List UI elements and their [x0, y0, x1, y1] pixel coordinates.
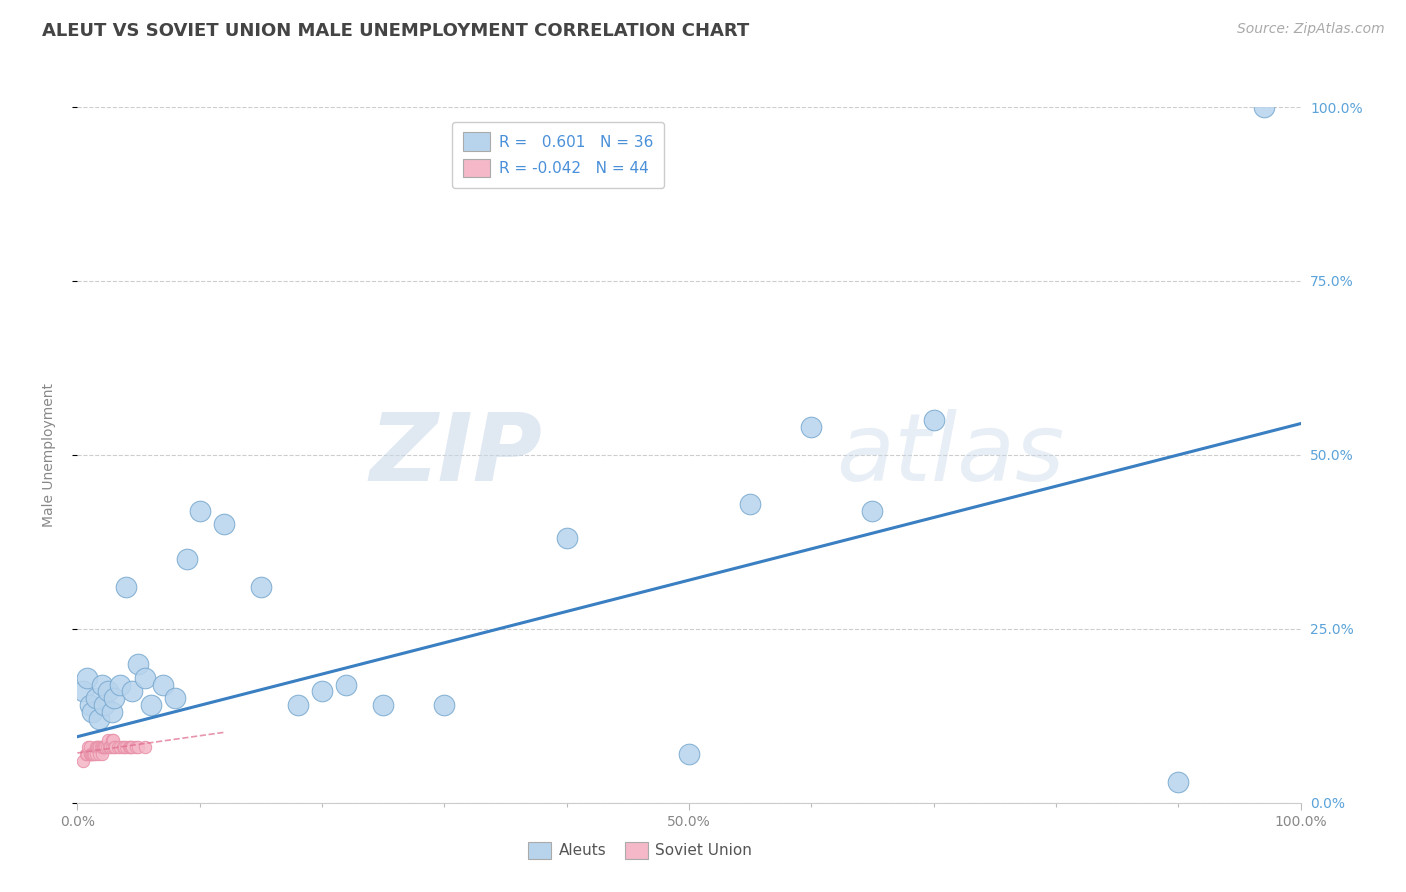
Point — [165, 691, 187, 706]
Point — [1167, 775, 1189, 789]
Point — [80, 747, 103, 761]
Point — [1253, 100, 1275, 114]
Point — [90, 740, 112, 755]
Point — [104, 740, 127, 755]
Point — [800, 420, 823, 434]
Point — [134, 740, 156, 755]
Point — [93, 740, 115, 755]
Point — [287, 698, 309, 713]
Point — [678, 747, 700, 761]
Point — [79, 747, 101, 761]
Point — [79, 698, 101, 713]
Point — [128, 740, 150, 755]
Point — [108, 740, 131, 755]
Point — [94, 740, 117, 755]
Point — [112, 740, 135, 755]
Point — [125, 740, 148, 755]
Point — [107, 740, 129, 755]
Point — [101, 733, 124, 747]
Point — [250, 580, 273, 594]
Point — [80, 706, 103, 720]
Point — [84, 691, 107, 706]
Point — [188, 503, 211, 517]
Point — [77, 740, 100, 755]
Point — [98, 740, 121, 755]
Point — [115, 740, 138, 755]
Point — [83, 747, 105, 761]
Point — [93, 698, 115, 713]
Legend: Aleuts, Soviet Union: Aleuts, Soviet Union — [522, 836, 758, 864]
Point — [98, 740, 121, 755]
Point — [82, 747, 104, 761]
Point — [72, 754, 94, 768]
Text: ALEUT VS SOVIET UNION MALE UNEMPLOYMENT CORRELATION CHART: ALEUT VS SOVIET UNION MALE UNEMPLOYMENT … — [42, 22, 749, 40]
Text: Source: ZipAtlas.com: Source: ZipAtlas.com — [1237, 22, 1385, 37]
Point — [121, 684, 143, 698]
Point — [433, 698, 456, 713]
Point — [111, 740, 134, 755]
Point — [72, 684, 94, 698]
Point — [103, 691, 125, 706]
Point — [80, 747, 103, 761]
Point — [86, 740, 108, 755]
Point — [128, 657, 150, 671]
Point — [84, 740, 107, 755]
Point — [311, 684, 333, 698]
Point — [90, 677, 112, 691]
Point — [100, 740, 122, 755]
Point — [176, 552, 198, 566]
Point — [103, 740, 125, 755]
Point — [555, 532, 578, 546]
Point — [97, 733, 120, 747]
Point — [89, 747, 111, 761]
Point — [139, 698, 162, 713]
Point — [89, 712, 111, 726]
Point — [100, 733, 122, 747]
Point — [100, 706, 122, 720]
Point — [90, 747, 112, 761]
Point — [79, 747, 101, 761]
Point — [89, 740, 111, 755]
Point — [76, 671, 98, 685]
Point — [335, 677, 357, 691]
Point — [740, 497, 762, 511]
Point — [97, 684, 120, 698]
Point — [115, 580, 138, 594]
Point — [212, 517, 235, 532]
Point — [152, 677, 174, 691]
Point — [87, 740, 110, 755]
Point — [134, 671, 156, 685]
Point — [79, 740, 101, 755]
Point — [922, 413, 945, 427]
Point — [108, 677, 131, 691]
Text: atlas: atlas — [835, 409, 1064, 500]
Point — [862, 503, 884, 517]
Point — [75, 747, 97, 761]
Point — [96, 740, 118, 755]
Point — [120, 740, 142, 755]
Point — [118, 740, 141, 755]
Point — [121, 740, 143, 755]
Point — [90, 740, 112, 755]
Point — [76, 747, 98, 761]
Text: ZIP: ZIP — [370, 409, 543, 501]
Point — [371, 698, 394, 713]
Point — [91, 740, 114, 755]
Point — [84, 747, 107, 761]
Point — [118, 740, 141, 755]
Y-axis label: Male Unemployment: Male Unemployment — [42, 383, 56, 527]
